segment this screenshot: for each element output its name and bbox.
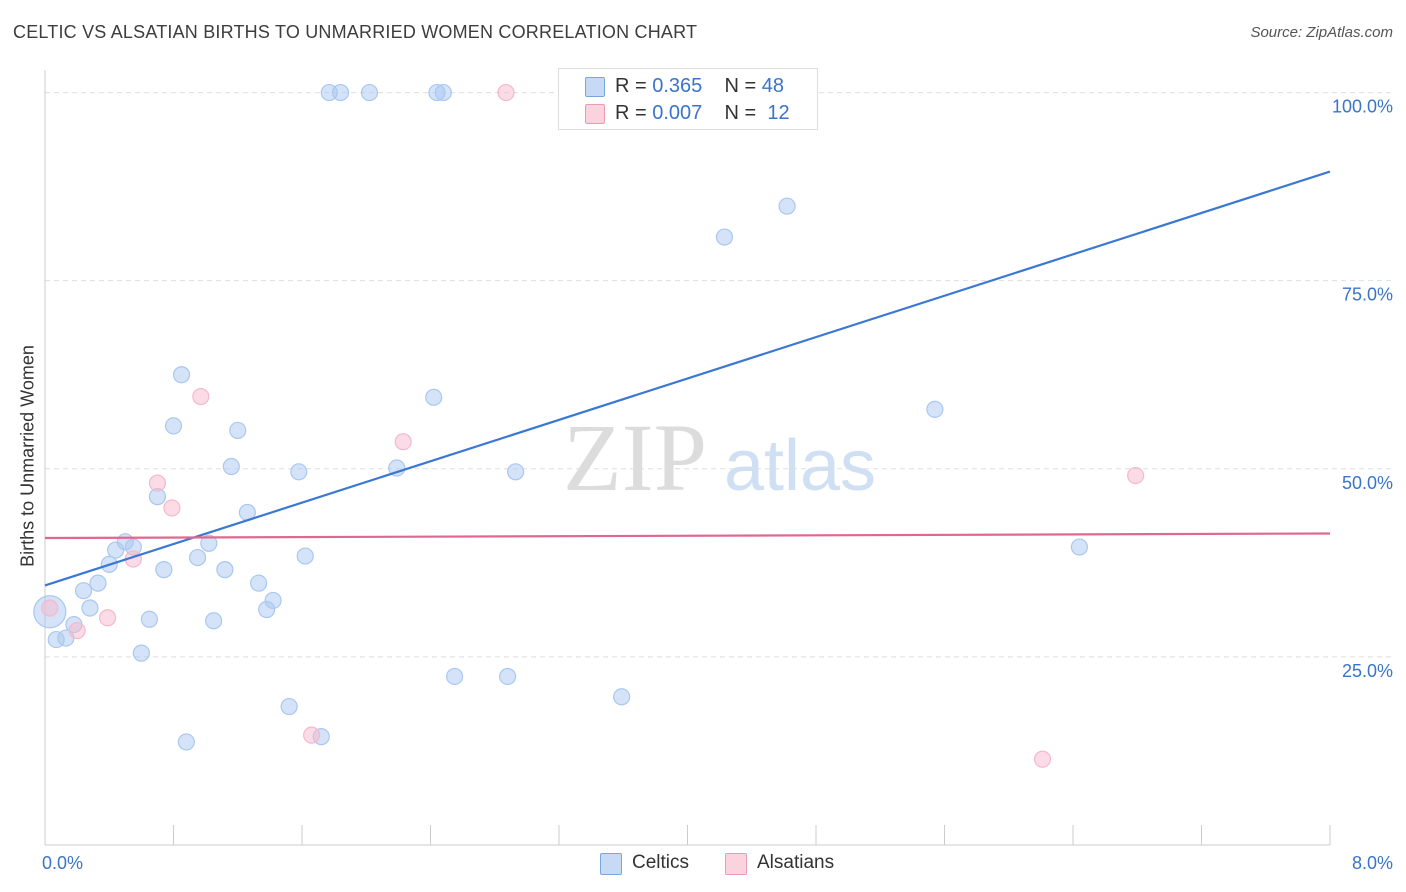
- point-celtics: [613, 688, 631, 706]
- point-celtics: [290, 463, 308, 481]
- legend-label-alsatians: Alsatians: [757, 852, 835, 873]
- point-celtics: [177, 733, 195, 751]
- tick-labels: 25.0% 50.0% 75.0% 100.0% 0.0% 8.0%: [42, 97, 1393, 873]
- point-alsatians: [99, 609, 117, 627]
- n-value: 48: [761, 75, 785, 97]
- r-label: R =: [615, 75, 647, 97]
- legend-swatch-alsatians: [585, 104, 605, 124]
- point-celtics: [360, 83, 379, 102]
- point-celtics: [205, 612, 223, 630]
- point-alsatians: [68, 621, 86, 640]
- y-tick-label: 75.0%: [1342, 285, 1393, 305]
- y-tick-label: 100.0%: [1332, 97, 1393, 117]
- axes: [44, 70, 1331, 846]
- source-label: Source: ZipAtlas.com: [1250, 24, 1393, 41]
- watermark: ZIP atlas: [563, 404, 876, 511]
- point-celtics: [81, 599, 99, 617]
- r-label: R =: [615, 102, 647, 124]
- chart-title: CELTIC VS ALSATIAN BIRTHS TO UNMARRIED W…: [13, 22, 698, 42]
- n-value: 12: [767, 102, 790, 124]
- point-celtics: [140, 610, 159, 628]
- gridlines: [45, 92, 1393, 658]
- trend-lines: [44, 170, 1331, 587]
- data-points: [33, 83, 1145, 768]
- point-celtics: [264, 591, 282, 610]
- y-axis-label: Births to Unmarried Women: [17, 345, 38, 567]
- r-value: 0.365: [652, 75, 703, 97]
- point-celtics: [434, 83, 452, 102]
- legend-swatch-celtics: [600, 853, 622, 875]
- point-celtics: [926, 400, 944, 418]
- point-celtics: [425, 388, 443, 406]
- point-celtics: [296, 547, 314, 565]
- point-alsatians: [163, 499, 181, 517]
- y-tick-label: 50.0%: [1342, 473, 1393, 493]
- point-alsatians: [303, 726, 321, 744]
- point-celtics: [507, 463, 525, 481]
- point-celtics: [445, 667, 464, 686]
- point-alsatians: [394, 433, 412, 451]
- point-celtics: [222, 457, 240, 476]
- point-celtics: [229, 421, 247, 440]
- point-celtics: [280, 697, 298, 716]
- point-celtics: [89, 574, 107, 592]
- point-celtics: [331, 83, 350, 102]
- point-celtics: [216, 561, 234, 579]
- legend-label-celtics: Celtics: [632, 852, 690, 873]
- point-celtics: [132, 644, 150, 662]
- point-celtics: [200, 534, 218, 552]
- point-celtics: [164, 417, 183, 435]
- point-celtics: [74, 582, 93, 600]
- point-celtics: [1070, 538, 1089, 556]
- n-label: N =: [724, 75, 757, 97]
- point-alsatians: [1127, 466, 1145, 485]
- point-alsatians: [148, 474, 167, 492]
- watermark-atlas: atlas: [724, 426, 876, 506]
- point-celtics: [778, 197, 796, 215]
- legend-swatch-alsatians: [725, 853, 747, 875]
- watermark-zip: ZIP: [563, 404, 707, 511]
- point-alsatians: [192, 387, 210, 406]
- point-alsatians: [41, 599, 59, 617]
- trend-line-alsatians: [44, 532, 1331, 540]
- x-tick-label: 8.0%: [1352, 853, 1393, 873]
- point-celtics: [188, 548, 207, 567]
- point-alsatians: [1033, 750, 1052, 768]
- point-celtics: [388, 459, 406, 477]
- point-alsatians: [497, 83, 515, 102]
- point-celtics: [172, 366, 191, 384]
- legend-stats-celtics: R = 0.365 N = 48: [615, 75, 784, 98]
- correlation-legend: R = 0.365 N = 48 R = 0.007 N = 12: [558, 68, 818, 130]
- point-celtics: [499, 667, 517, 686]
- point-celtics: [250, 574, 268, 592]
- legend-stats-alsatians: R = 0.007 N = 12: [615, 102, 790, 125]
- y-tick-label: 25.0%: [1342, 661, 1393, 681]
- legend-swatch-celtics: [585, 77, 605, 97]
- point-celtics: [155, 561, 173, 579]
- n-label: N =: [724, 102, 757, 124]
- r-value: 0.007: [652, 102, 703, 124]
- x-tick-label: 0.0%: [42, 853, 83, 873]
- point-celtics: [715, 228, 734, 246]
- trend-line-celtics: [44, 170, 1331, 587]
